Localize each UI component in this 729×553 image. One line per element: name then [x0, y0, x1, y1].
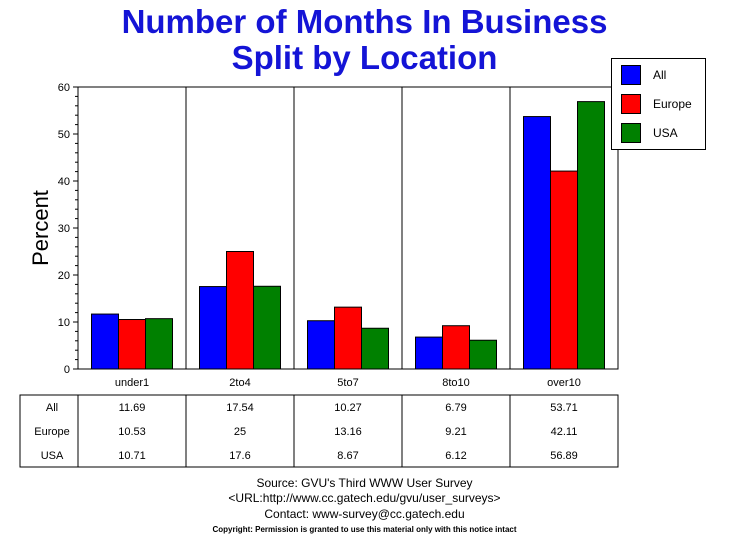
chart-title: Number of Months In Business — [121, 3, 608, 40]
data-table-cell: 10.27 — [334, 402, 362, 414]
x-tick-label: 5to7 — [337, 377, 358, 389]
data-table-cell: 11.69 — [119, 402, 146, 414]
data-table-row-label: USA — [41, 450, 64, 462]
legend-swatch-europe — [621, 94, 641, 114]
bar-usa-8to10 — [469, 339, 497, 370]
x-tick-label: over10 — [547, 377, 581, 389]
legend-label-all: All — [653, 68, 667, 82]
bar-usa-under1 — [145, 318, 173, 370]
bar-all-8to10 — [415, 336, 443, 370]
y-tick-label: 0 — [64, 364, 70, 376]
footer-source: Source: GVU's Third WWW User Survey — [256, 476, 473, 490]
legend-label-europe: Europe — [653, 97, 692, 111]
data-table-cell: 8.67 — [337, 450, 358, 462]
bar-all-5to7 — [307, 320, 335, 370]
data-table-cell: 10.53 — [118, 426, 146, 438]
chart-subtitle: Split by Location — [231, 39, 498, 76]
y-tick-label: 10 — [58, 317, 70, 329]
legend-swatch-usa — [621, 123, 641, 143]
legend-swatch-all — [621, 65, 641, 85]
bar-all-under1 — [91, 313, 119, 370]
data-table-cell: 56.89 — [550, 450, 578, 462]
y-tick-label: 40 — [58, 176, 70, 188]
data-table-cell: 25 — [234, 426, 246, 438]
data-table-row-label: Europe — [34, 426, 69, 438]
chart-legend: All Europe USA — [611, 58, 706, 150]
bar-all-2to4 — [199, 286, 227, 370]
bar-europe-under1 — [118, 319, 146, 370]
bar-europe-over10 — [550, 170, 578, 370]
y-tick-label: 50 — [58, 129, 70, 141]
x-tick-label: 2to4 — [229, 377, 250, 389]
footer-copyright: Copyright: Permission is granted to use … — [212, 525, 517, 534]
y-tick-label: 30 — [58, 223, 70, 235]
data-table-cell: 17.6 — [229, 450, 250, 462]
data-table-cell: 9.21 — [445, 426, 466, 438]
data-table-row-label: All — [46, 402, 58, 414]
data-table-cell: 42.11 — [551, 426, 578, 438]
data-table-cell: 6.79 — [445, 402, 466, 414]
x-tick-label: 8to10 — [442, 377, 470, 389]
y-axis-label: Percent — [28, 190, 53, 266]
bar-usa-5to7 — [361, 327, 389, 370]
bar-usa-over10 — [577, 101, 605, 370]
footer-contact: Contact: www-survey@cc.gatech.edu — [264, 507, 465, 521]
data-table-cell: 53.71 — [550, 402, 578, 414]
y-tick-label: 20 — [58, 270, 70, 282]
bar-usa-2to4 — [253, 285, 281, 370]
x-tick-label: under1 — [115, 377, 149, 389]
bar-europe-8to10 — [442, 325, 470, 370]
y-tick-label: 60 — [58, 82, 70, 94]
data-table-cell: 6.12 — [445, 450, 466, 462]
data-table-frame — [19, 394, 619, 468]
data-table-cell: 13.16 — [334, 426, 362, 438]
bar-europe-2to4 — [226, 251, 254, 370]
bar-all-over10 — [523, 116, 551, 370]
data-table-cell: 17.54 — [226, 402, 254, 414]
data-table-cell: 10.71 — [118, 450, 146, 462]
bar-europe-5to7 — [334, 306, 362, 370]
footer-url: <URL:http://www.cc.gatech.edu/gvu/user_s… — [228, 491, 501, 505]
legend-label-usa: USA — [653, 126, 678, 140]
